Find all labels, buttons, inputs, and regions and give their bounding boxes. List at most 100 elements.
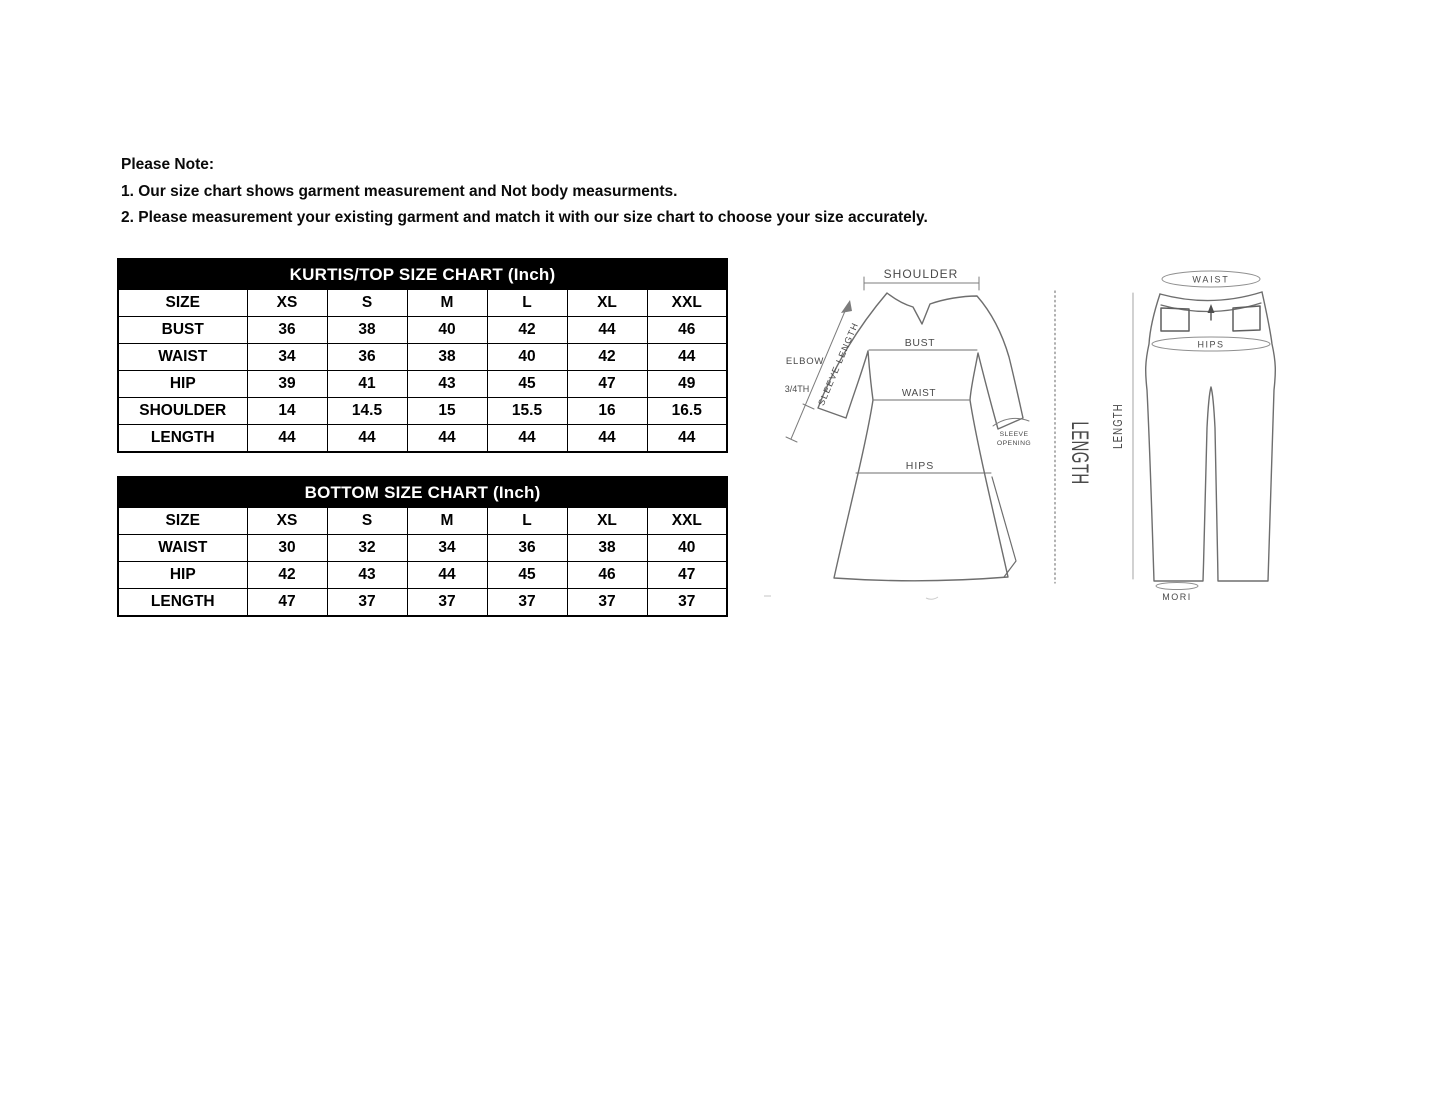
size-cell: 44: [406, 424, 488, 453]
table-row: LENGTH 47 37 37 37 37 37: [117, 588, 728, 617]
col-header: S: [326, 507, 408, 535]
size-cell: 44: [646, 424, 728, 453]
size-cell: 15: [406, 397, 488, 425]
size-cell: 46: [566, 561, 648, 589]
size-cell: 39: [246, 370, 328, 398]
size-cell: 37: [486, 588, 568, 617]
size-cell: 47: [646, 561, 728, 589]
size-cell: 44: [326, 424, 408, 453]
kurti-diagram: SHOULDER BUST WAIST HIPS ELBOW 3/4TH SLE…: [785, 267, 1092, 584]
scan-artifact: [925, 596, 939, 600]
size-cell: 49: [646, 370, 728, 398]
size-cell: 37: [326, 588, 408, 617]
size-cell: 37: [646, 588, 728, 617]
col-header: XL: [566, 507, 648, 535]
kurti-outline-path: [817, 292, 1024, 582]
size-cell: 45: [486, 561, 568, 589]
note-line-2: 2. Please measurement your existing garm…: [121, 209, 928, 226]
chart-title: KURTIS/TOP SIZE CHART (Inch): [117, 258, 728, 290]
garment-diagrams: SHOULDER BUST WAIST HIPS ELBOW 3/4TH SLE…: [764, 267, 1277, 602]
size-cell: 38: [566, 534, 648, 562]
row-label: LENGTH: [117, 424, 248, 453]
size-cell: 42: [566, 343, 648, 371]
note-heading: Please Note:: [121, 156, 215, 173]
size-cell: 44: [486, 424, 568, 453]
table-row: WAIST 30 32 34 36 38 40: [117, 534, 728, 562]
size-cell: 30: [246, 534, 328, 562]
table-header-row: SIZE XS S M L XL XXL: [117, 507, 728, 535]
pants-hips-label: HIPS: [1197, 340, 1224, 350]
table-title-row: KURTIS/TOP SIZE CHART (Inch): [117, 258, 728, 290]
kurti-bust-label: BUST: [905, 337, 935, 349]
size-cell: 16: [566, 397, 648, 425]
row-label: HIP: [117, 561, 248, 589]
table-row: LENGTH 44 44 44 44 44 44: [117, 424, 728, 453]
col-header: SIZE: [117, 507, 248, 535]
col-header: M: [406, 507, 488, 535]
size-cell: 34: [406, 534, 488, 562]
pants-waist-label: WAIST: [1192, 275, 1229, 285]
kurtis-top-size-chart: KURTIS/TOP SIZE CHART (Inch) SIZE XS S M…: [117, 258, 729, 453]
size-cell: 14: [246, 397, 328, 425]
size-cell: 44: [246, 424, 328, 453]
size-cell: 40: [486, 343, 568, 371]
bottom-size-chart: BOTTOM SIZE CHART (Inch) SIZE XS S M L X…: [117, 476, 729, 617]
kurti-waist-label: WAIST: [902, 388, 936, 399]
pants-hips-ellipse: [1151, 336, 1271, 352]
kurti-length-label: LENGTH: [1066, 421, 1092, 484]
pants-diagram: WAIST HIPS LENGTH MORI: [1112, 270, 1277, 602]
shoulder-measure-line: [863, 276, 980, 291]
col-header: XXL: [646, 507, 728, 535]
table-row: HIP 42 43 44 45 46 47: [117, 561, 728, 589]
pants-length-label: LENGTH: [1112, 403, 1125, 449]
size-cell: 44: [646, 343, 728, 371]
mori-label: MORI: [1162, 592, 1192, 602]
col-header: M: [406, 289, 488, 317]
size-cell: 32: [326, 534, 408, 562]
size-cell: 38: [326, 316, 408, 344]
size-cell: 40: [646, 534, 728, 562]
size-cell: 45: [486, 370, 568, 398]
table-header-row: SIZE XS S M L XL XXL: [117, 289, 728, 317]
size-cell: 46: [646, 316, 728, 344]
row-label: WAIST: [117, 343, 248, 371]
size-cell: 47: [246, 588, 328, 617]
waistband-top-line: [1159, 291, 1263, 302]
size-cell: 43: [406, 370, 488, 398]
row-label: BUST: [117, 316, 248, 344]
measure-arrowhead: [841, 300, 852, 313]
size-cell: 44: [566, 316, 648, 344]
size-cell: 36: [246, 316, 328, 344]
col-header: L: [486, 507, 568, 535]
col-header: XS: [246, 507, 328, 535]
elbow-label: ELBOW: [786, 356, 824, 367]
col-header: L: [486, 289, 568, 317]
size-cell: 42: [246, 561, 328, 589]
col-header: SIZE: [117, 289, 248, 317]
row-label: WAIST: [117, 534, 248, 562]
right-pocket: [1232, 305, 1261, 332]
col-header: XS: [246, 289, 328, 317]
size-cell: 44: [566, 424, 648, 453]
chart-title: BOTTOM SIZE CHART (Inch): [117, 476, 728, 508]
note-line-1: 1. Our size chart shows garment measurem…: [121, 183, 678, 200]
size-cell: 15.5: [486, 397, 568, 425]
sleeve-opening-callout-line: [992, 417, 1030, 427]
table-row: SHOULDER 14 14.5 15 15.5 16 16.5: [117, 397, 728, 425]
size-cell: 37: [406, 588, 488, 617]
pants-outline-path: [1144, 291, 1277, 582]
size-cell: 14.5: [326, 397, 408, 425]
table-row: BUST 36 38 40 42 44 46: [117, 316, 728, 344]
sleeve-opening-label-1: SLEEVE: [1000, 431, 1029, 438]
three-fourth-label: 3/4TH: [785, 384, 810, 394]
size-cell: 44: [406, 561, 488, 589]
table-row: WAIST 34 36 38 40 42 44: [117, 343, 728, 371]
size-cell: 40: [406, 316, 488, 344]
size-cell: 36: [486, 534, 568, 562]
size-cell: 43: [326, 561, 408, 589]
row-label: LENGTH: [117, 588, 248, 617]
sleeve-opening-label-2: OPENING: [997, 440, 1031, 447]
col-header: XXL: [646, 289, 728, 317]
col-header: XL: [566, 289, 648, 317]
